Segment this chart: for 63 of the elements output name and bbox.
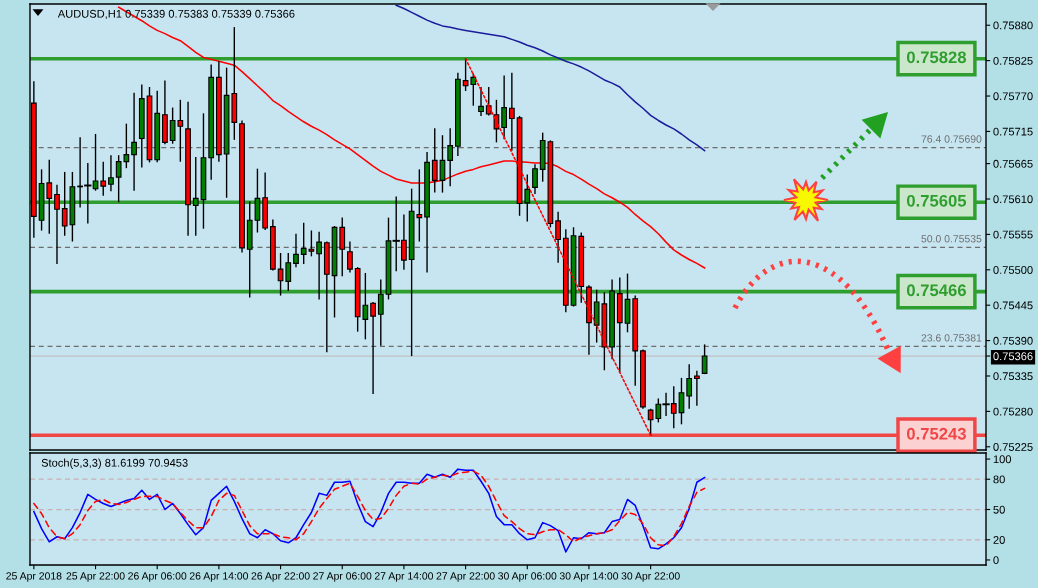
y-tick-label: 0.75280: [993, 407, 1033, 416]
y-tick-label: 0.75390: [993, 336, 1033, 345]
candlestick: [493, 99, 500, 143]
y-tick-label: 0.75610: [993, 195, 1033, 204]
y-tick-label: 0.75445: [993, 301, 1033, 310]
x-tick-label: 30 Apr 22:00: [621, 572, 680, 582]
line-series: [395, 4, 706, 152]
candlestick: [501, 75, 508, 140]
ref-line-label: 50.0 0.75535: [921, 235, 982, 243]
y-tick-label: 0.75366: [993, 352, 1033, 361]
candlestick: [339, 217, 346, 277]
candlestick: [293, 233, 299, 268]
candlestick: [316, 231, 322, 300]
y-tick-label: 0.75225: [993, 443, 1033, 451]
y-tick-label: 100: [993, 455, 1012, 464]
candlestick: [686, 364, 693, 409]
ref-line-label: 0.75243: [906, 427, 966, 440]
candlestick: [431, 128, 438, 193]
x-tick-label: 27 Apr 06:00: [313, 572, 372, 582]
candlestick: [54, 184, 60, 265]
candlestick: [532, 164, 538, 194]
y-tick-label: 80: [993, 475, 1005, 484]
y-tick-label: 20: [993, 536, 1005, 544]
candlestick: [377, 279, 384, 346]
x-tick-label: 25 Apr 22:00: [66, 572, 125, 582]
candlestick: [485, 86, 492, 116]
candlestick: [701, 344, 708, 375]
candlestick: [192, 157, 199, 236]
y-tick-label: 0.75665: [993, 159, 1033, 168]
ref-line-label: 76.4 0.75690: [921, 135, 982, 143]
y-tick-label: 0.75715: [993, 127, 1033, 136]
y-tick-label: 0.75500: [993, 266, 1033, 274]
y-tick-label: 50: [993, 505, 1005, 514]
candlestick: [100, 161, 107, 196]
candlestick: [370, 301, 376, 395]
y-tick-label: 0.75770: [993, 92, 1033, 101]
ref-line-label: 0.75828: [906, 51, 967, 64]
x-tick-label: 27 Apr 22:00: [436, 572, 495, 582]
y-tick-label: 0.75335: [993, 372, 1033, 381]
y-tick-label: 0.75880: [993, 21, 1033, 30]
y-tick-label: 0.75825: [993, 56, 1033, 65]
x-tick-label: 25 Apr 2018: [6, 572, 62, 582]
candlestick: [694, 370, 700, 406]
x-tick-label: 27 Apr 14:00: [374, 572, 434, 582]
ref-line-label: 23.6 0.75381: [921, 334, 982, 342]
y-tick-label: 0.75555: [993, 230, 1033, 239]
y-tick-label: 0: [993, 556, 999, 565]
candlestick: [508, 72, 515, 151]
ref-line-label: 0.75466: [906, 284, 966, 297]
candlestick: [108, 155, 114, 192]
candlestick: [92, 133, 99, 191]
x-tick-label: 30 Apr 14:00: [559, 572, 619, 582]
x-tick-label: 30 Apr 06:00: [498, 572, 557, 582]
candlestick: [555, 211, 561, 263]
x-tick-label: 26 Apr 14:00: [189, 572, 249, 582]
candlestick: [131, 92, 137, 191]
candlestick: [447, 128, 454, 187]
x-tick-label: 26 Apr 22:00: [251, 572, 310, 582]
candlestick: [347, 241, 353, 273]
candlestick: [478, 86, 484, 117]
ref-line-label: 0.75605: [906, 194, 967, 207]
chart-title: Stoch(5,3,3) 81.6199 70.9453: [41, 458, 188, 469]
x-tick-label: 26 Apr 06:00: [128, 572, 187, 582]
